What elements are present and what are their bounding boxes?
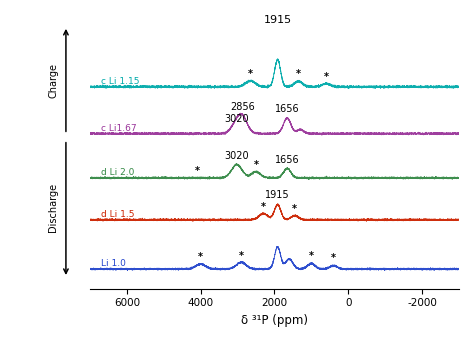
X-axis label: δ ³¹P (ppm): δ ³¹P (ppm)	[241, 314, 308, 327]
Text: 1915: 1915	[265, 190, 290, 200]
Text: 1915: 1915	[264, 15, 292, 25]
Text: *: *	[331, 253, 336, 263]
Text: *: *	[198, 252, 203, 262]
Text: *: *	[296, 69, 301, 79]
Text: 1656: 1656	[275, 155, 300, 165]
Text: 3020: 3020	[225, 114, 249, 124]
Text: c Li1.67: c Li1.67	[101, 123, 137, 133]
Text: *: *	[309, 251, 314, 261]
Text: *: *	[194, 166, 200, 176]
Text: *: *	[254, 160, 258, 170]
Text: Charge: Charge	[48, 63, 58, 97]
Text: 3020: 3020	[225, 151, 249, 161]
Text: Discharge: Discharge	[48, 183, 58, 232]
Text: *: *	[248, 68, 253, 79]
Text: *: *	[261, 202, 266, 212]
Text: *: *	[239, 251, 244, 261]
Text: 2856: 2856	[230, 102, 255, 111]
Text: Li 1.0: Li 1.0	[101, 259, 126, 268]
Text: d Li 2.0: d Li 2.0	[101, 168, 134, 177]
Text: 1656: 1656	[275, 104, 300, 114]
Text: d Li 1.5: d Li 1.5	[101, 210, 135, 219]
Text: *: *	[292, 204, 297, 214]
Text: c Li 1.15: c Li 1.15	[101, 77, 139, 86]
Text: *: *	[324, 72, 328, 82]
